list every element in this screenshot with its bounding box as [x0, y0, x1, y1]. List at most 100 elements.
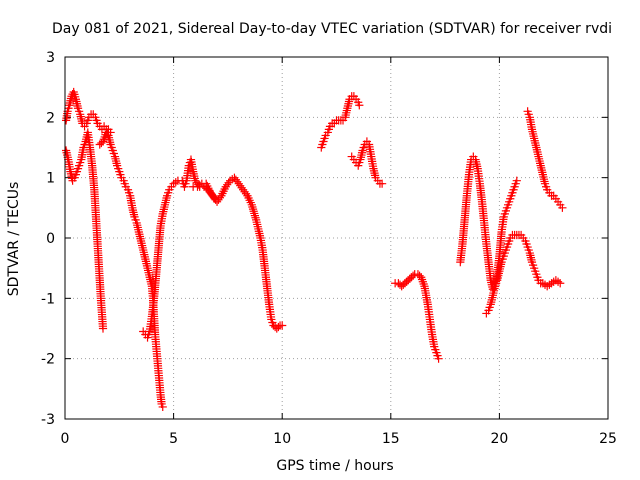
data-point	[413, 270, 423, 279]
data-point	[394, 279, 403, 288]
data-point	[157, 399, 166, 409]
y-tick-label: 2	[46, 110, 55, 126]
data-point	[106, 140, 115, 149]
y-tick-label: 1	[46, 171, 55, 187]
data-point	[355, 158, 364, 167]
data-point	[503, 239, 513, 249]
data-point	[72, 167, 82, 176]
data-point	[181, 179, 190, 188]
y-tick-label: 0	[46, 231, 55, 247]
y-tick-label: -3	[41, 412, 55, 428]
data-point	[71, 170, 80, 179]
y-tick-label: 3	[46, 50, 55, 66]
data-point	[404, 276, 413, 285]
data-point	[359, 143, 368, 152]
data-point	[162, 191, 172, 200]
data-point	[119, 176, 128, 185]
data-point	[523, 242, 532, 252]
data-point	[524, 110, 533, 119]
data-point	[501, 206, 511, 215]
data-point	[530, 264, 539, 273]
data-point	[114, 164, 123, 173]
data-point	[116, 170, 125, 179]
data-point	[324, 125, 333, 134]
data-point	[274, 322, 283, 332]
data-point	[532, 270, 541, 279]
data-point	[431, 345, 440, 354]
data-point	[378, 179, 387, 188]
data-points	[61, 87, 567, 412]
data-point	[399, 280, 408, 289]
data-point	[405, 274, 414, 283]
y-tick-label: -2	[41, 352, 55, 368]
data-point	[358, 146, 367, 155]
data-point	[430, 342, 439, 351]
x-tick-label: 5	[169, 431, 178, 447]
data-point	[433, 351, 442, 360]
data-point	[523, 107, 532, 116]
data-point	[354, 161, 363, 170]
data-point	[143, 333, 152, 342]
data-point	[272, 324, 281, 333]
data-point	[506, 194, 515, 203]
data-point	[124, 188, 134, 197]
data-point	[507, 191, 516, 200]
data-point	[164, 188, 173, 197]
data-point	[318, 140, 327, 149]
data-point	[82, 119, 91, 128]
data-point	[432, 348, 441, 357]
data-point	[502, 203, 512, 212]
chart-title: Day 081 of 2021, Sidereal Day-to-day VTE…	[52, 21, 612, 37]
data-point	[501, 245, 511, 255]
data-point	[509, 185, 518, 194]
data-point	[505, 197, 514, 206]
data-point	[70, 173, 79, 182]
data-point	[499, 252, 508, 261]
data-point	[131, 215, 140, 224]
x-tick-label: 10	[273, 431, 291, 447]
data-point	[76, 158, 85, 167]
data-point	[502, 242, 512, 252]
data-point	[499, 212, 508, 221]
data-point	[531, 267, 540, 276]
data-point	[558, 203, 567, 212]
data-point	[75, 107, 84, 116]
data-point	[180, 182, 189, 191]
data-point	[522, 239, 531, 249]
data-point	[108, 146, 117, 155]
data-point	[511, 179, 520, 188]
data-point	[354, 98, 363, 107]
data-point	[505, 236, 514, 246]
plot-frame	[64, 56, 609, 420]
data-point	[512, 176, 521, 185]
data-point	[109, 149, 118, 158]
data-point	[92, 116, 101, 125]
data-point	[533, 273, 542, 282]
data-point	[540, 179, 550, 188]
x-tick-label: 0	[61, 431, 70, 447]
y-axis-label: SDTVAR / TECUs	[6, 182, 22, 297]
data-point	[73, 104, 83, 113]
x-tick-label: 20	[490, 431, 508, 447]
data-point	[503, 200, 513, 209]
data-point	[267, 315, 276, 324]
data-point	[278, 321, 287, 330]
data-point	[484, 306, 493, 315]
data-point	[268, 318, 277, 327]
data-point	[400, 279, 410, 288]
x-tick-label: 15	[382, 431, 400, 447]
axis-ticks: 0 5 10 15 20 25 -3 -2 -1 0 1 2 3	[41, 50, 617, 447]
data-point	[158, 402, 167, 412]
data-point	[320, 134, 329, 143]
data-point	[144, 330, 153, 339]
data-point	[123, 185, 133, 194]
x-tick-label: 25	[599, 431, 617, 447]
data-point	[319, 137, 328, 146]
data-point	[434, 354, 443, 363]
data-point	[490, 282, 500, 291]
data-point	[407, 273, 416, 282]
data-point	[79, 143, 88, 152]
data-point	[107, 143, 116, 152]
data-point	[95, 140, 104, 149]
